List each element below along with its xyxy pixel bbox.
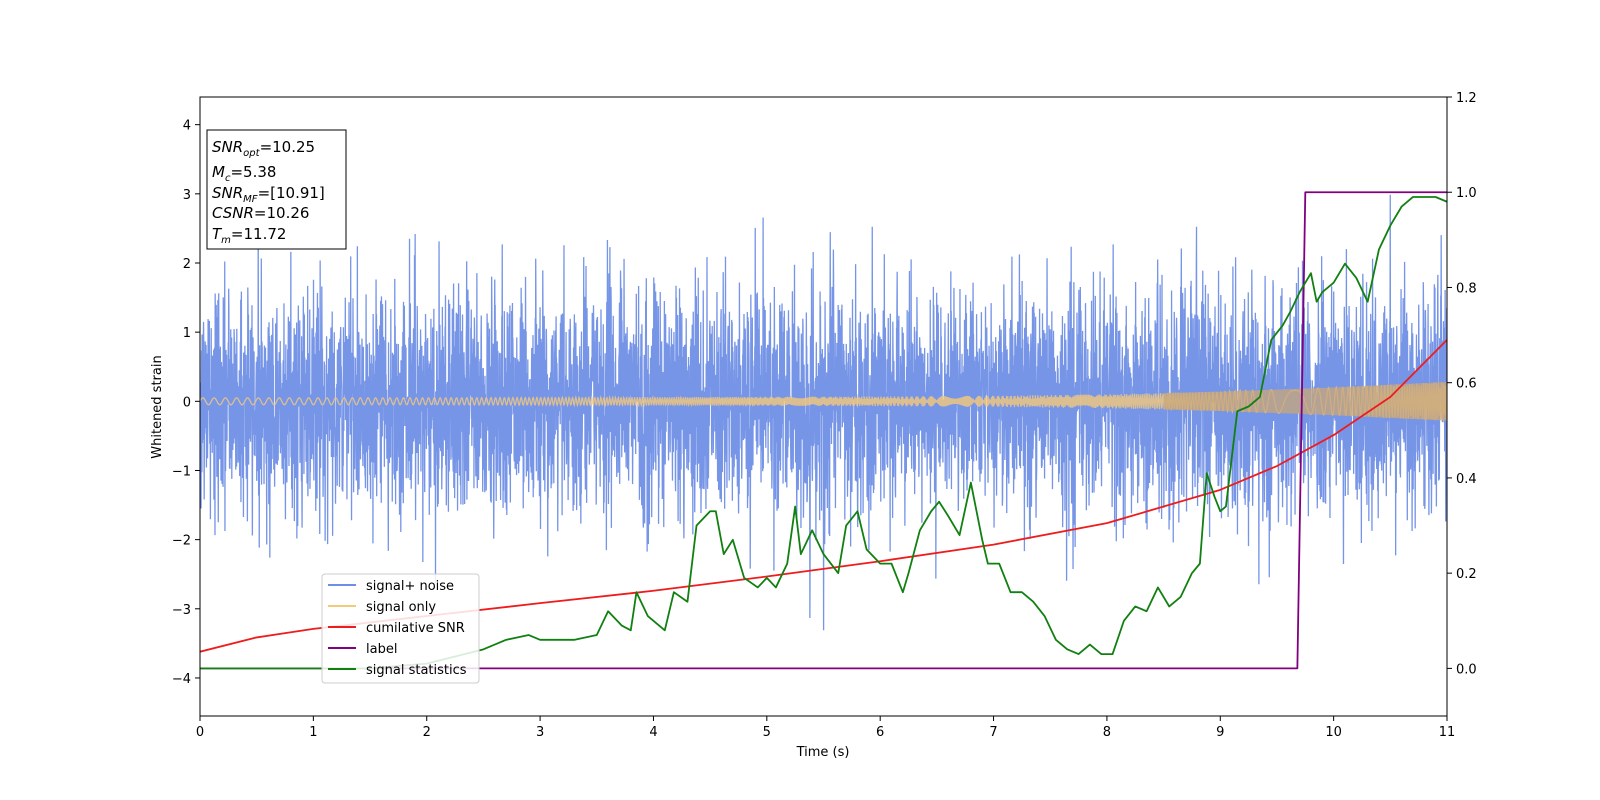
x-tick-label: 5: [763, 725, 771, 740]
y2-tick-label: 0.2: [1456, 567, 1477, 582]
y-tick-label: −2: [172, 534, 191, 549]
y-tick-label: 1: [183, 326, 191, 341]
y-axis-left: 4 3 2 1 0 −1 −2 −3 −4: [172, 119, 200, 687]
y2-tick-label: 0.0: [1456, 662, 1477, 677]
x-axis: 0 1 2 3 4 5 6 7 8 9 10 11: [196, 716, 1455, 740]
y-tick-label: 3: [183, 188, 191, 203]
legend-label-signal-only: signal only: [366, 600, 436, 615]
info-box-frame: [206, 129, 347, 250]
x-axis-label: Time (s): [796, 745, 850, 760]
x-tick-label: 11: [1439, 725, 1456, 740]
x-tick-label: 0: [196, 725, 204, 740]
y2-tick-label: 1.0: [1456, 186, 1477, 201]
y-tick-label: −4: [172, 672, 191, 687]
y2-tick-label: 0.6: [1456, 377, 1477, 392]
signal-only-envelope: [1163, 381, 1447, 421]
info-tm: Tm=11.72: [212, 225, 286, 246]
legend-frame: [321, 573, 480, 684]
x-tick-label: 8: [1103, 725, 1111, 740]
y2-tick-label: 0.8: [1456, 281, 1477, 296]
x-tick-label: 4: [649, 725, 657, 740]
legend-label-label: label: [366, 642, 397, 657]
legend-label-cumulative-snr: cumilative SNR: [366, 621, 465, 636]
legend: signal+ noise signal only cumilative SNR…: [321, 573, 480, 684]
y-tick-label: −3: [172, 603, 191, 618]
legend-label-signal-noise: signal+ noise: [366, 579, 454, 594]
signal-noise-line: [200, 194, 1447, 631]
y-tick-label: 2: [183, 257, 191, 272]
y2-tick-label: 0.4: [1456, 472, 1477, 487]
label-line: [200, 191, 1447, 670]
series-layer: [200, 191, 1447, 670]
info-snr-opt: SNRopt=10.25: [212, 138, 315, 159]
y2-tick-label: 1.2: [1456, 91, 1477, 106]
y-tick-label: 4: [183, 119, 191, 134]
x-tick-label: 6: [876, 725, 884, 740]
y-tick-label: 0: [183, 395, 191, 410]
x-tick-label: 1: [309, 725, 317, 740]
y-axis-right: 1.2 1.0 0.8 0.6 0.4 0.2 0.0: [1447, 91, 1477, 677]
x-tick-label: 3: [536, 725, 544, 740]
signal-statistics-line: [200, 196, 1447, 670]
info-box: SNRopt=10.25 Mc=5.38 SNRMF=[10.91] CSNR=…: [206, 129, 347, 250]
x-tick-label: 10: [1325, 725, 1342, 740]
info-snr-mf: SNRMF=[10.91]: [212, 184, 325, 205]
info-mc: Mc=5.38: [212, 163, 276, 184]
y-axis-label: Whitened strain: [150, 355, 165, 458]
plot-frame: [199, 96, 1448, 717]
x-tick-label: 7: [989, 725, 997, 740]
x-tick-label: 9: [1216, 725, 1224, 740]
x-tick-label: 2: [423, 725, 431, 740]
legend-label-signal-statistics: signal statistics: [366, 663, 467, 678]
info-csnr: CSNR=10.26: [212, 204, 309, 222]
y-tick-label: −1: [172, 464, 191, 479]
